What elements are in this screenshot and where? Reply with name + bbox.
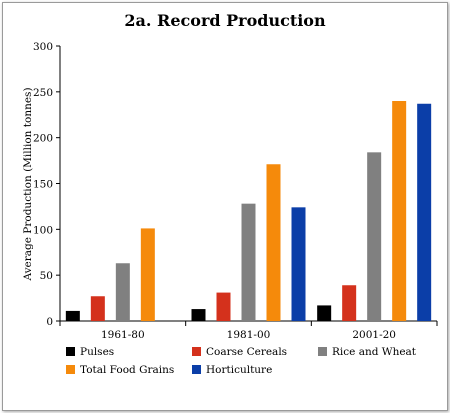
bar — [65, 310, 80, 321]
x-tick-label: 2001-20 — [352, 329, 396, 341]
bar — [191, 309, 206, 321]
bar — [342, 285, 357, 321]
y-tick-label: 150 — [33, 179, 53, 191]
x-tick-label: 1981-00 — [227, 329, 271, 341]
y-tick-label: 0 — [46, 316, 53, 328]
bar — [317, 305, 332, 321]
y-axis-label: Average Production (Million tonnes) — [22, 87, 34, 281]
y-tick-label: 300 — [33, 41, 53, 53]
bar — [140, 228, 155, 321]
bar — [90, 296, 105, 321]
legend-label: Coarse Cereals — [206, 346, 287, 358]
legend-swatch — [192, 365, 201, 374]
legend-swatch — [66, 347, 75, 356]
chart-title: 2a. Record Production — [124, 11, 326, 30]
y-tick-label: 250 — [33, 87, 53, 99]
y-tick-label: 200 — [33, 133, 53, 145]
bar — [392, 101, 407, 321]
bar — [216, 292, 231, 321]
legend-label: Rice and Wheat — [332, 346, 417, 358]
bar — [417, 103, 432, 321]
y-tick-label: 50 — [40, 270, 53, 282]
legend-swatch — [192, 347, 201, 356]
y-tick-label: 100 — [33, 224, 53, 236]
legend-label: Total Food Grains — [80, 364, 174, 376]
legend-swatch — [66, 365, 75, 374]
legend-swatch — [318, 347, 327, 356]
x-tick-label: 1961-80 — [101, 329, 145, 341]
bar — [367, 152, 382, 321]
legend-label: Pulses — [80, 346, 114, 358]
bar — [115, 263, 130, 321]
legend-label: Horticulture — [206, 364, 272, 376]
bar — [241, 203, 256, 321]
bar — [266, 164, 281, 321]
bar — [291, 207, 306, 321]
